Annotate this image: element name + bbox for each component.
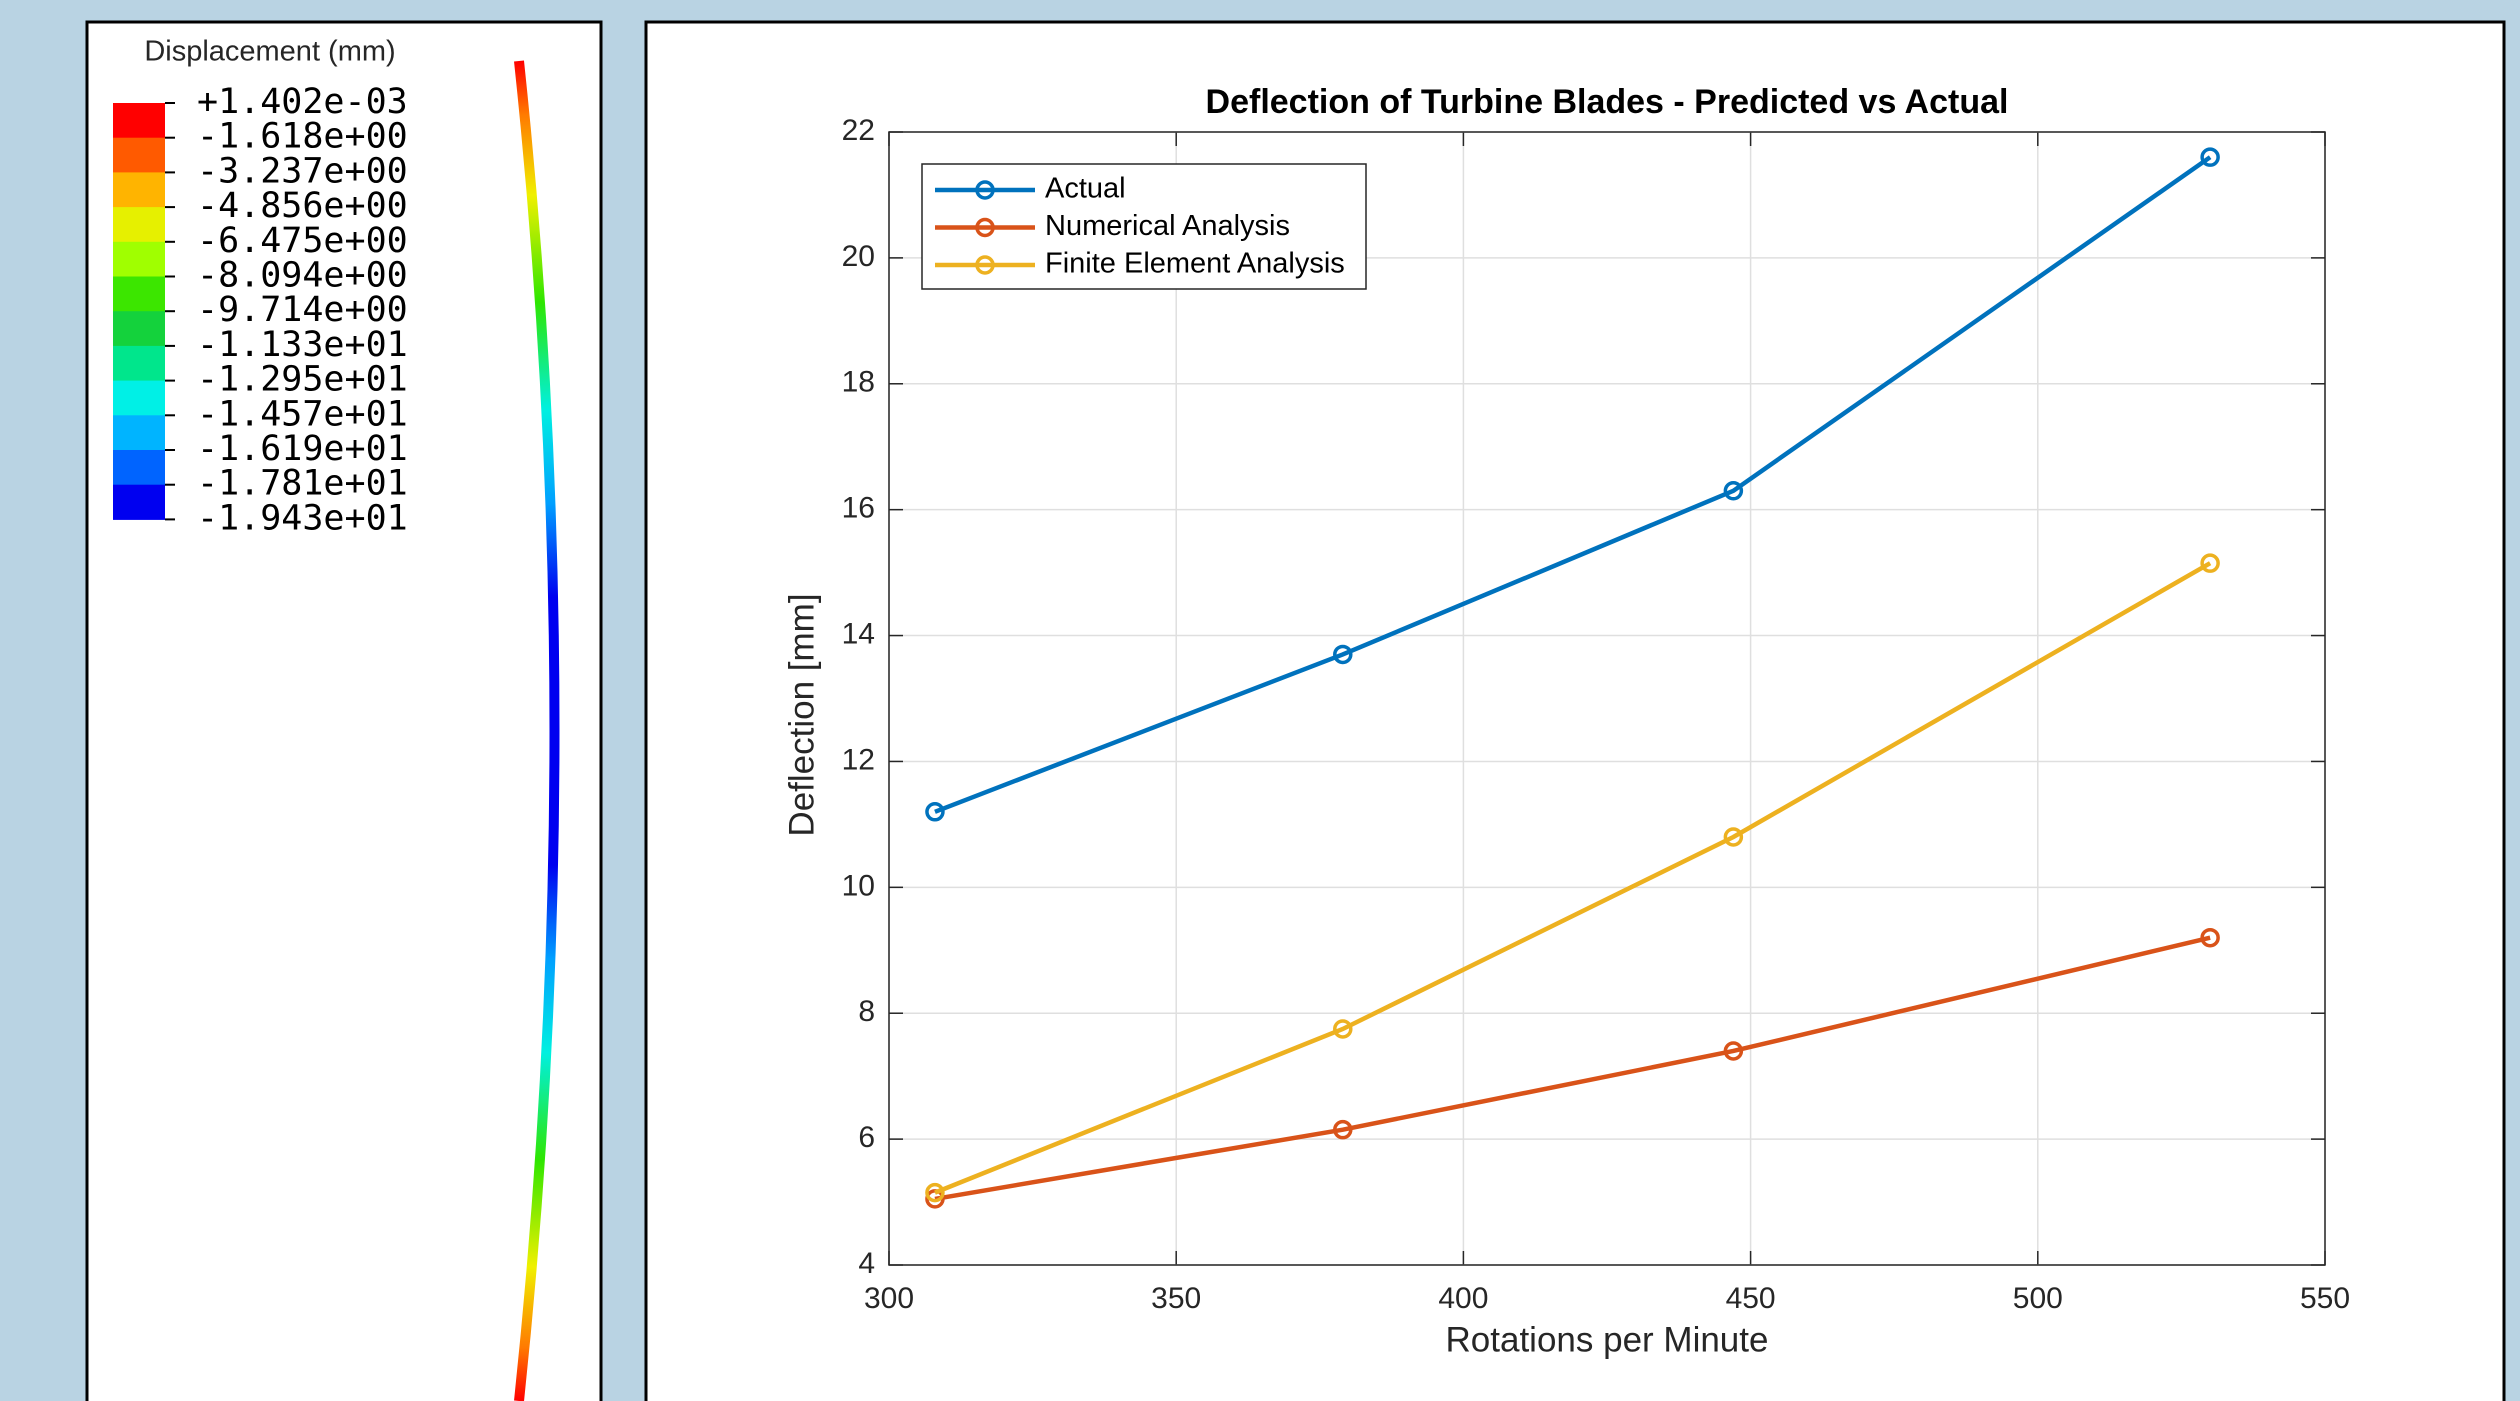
x-tick-label: 550: [2300, 1282, 2350, 1315]
colorbar-swatch: [113, 207, 165, 242]
colorbar-swatch: [113, 103, 165, 138]
colorbar-title: Displacement (mm): [144, 36, 395, 68]
colorbar-swatch: [113, 485, 165, 520]
legend-label: Numerical Analysis: [1045, 210, 1290, 242]
legend-label: Actual: [1045, 173, 1126, 205]
y-axis-label: Deflection [mm]: [782, 593, 821, 836]
colorbar-label: -1.943e+01: [197, 498, 408, 538]
legend-label: Finite Element Analysis: [1045, 248, 1345, 280]
y-tick-label: 4: [858, 1247, 875, 1280]
chart: Deflection of Turbine Blades - Predicted…: [782, 83, 2350, 1359]
y-tick-label: 14: [842, 617, 875, 650]
colorbar-swatch: [113, 415, 165, 450]
y-tick-label: 6: [858, 1121, 875, 1154]
colorbar-swatch: [113, 277, 165, 312]
colorbar-swatch: [113, 381, 165, 416]
y-tick-label: 20: [842, 240, 875, 273]
y-tick-label: 18: [842, 366, 875, 399]
colorbar-swatch: [113, 311, 165, 346]
y-tick-label: 16: [842, 492, 875, 525]
colorbar-swatch: [113, 450, 165, 485]
y-tick-label: 12: [842, 743, 875, 776]
plot-area: [889, 132, 2325, 1265]
chart-title: Deflection of Turbine Blades - Predicted…: [1206, 83, 2009, 121]
page: Displacement (mm) +1.402e-03-1.618e+00-3…: [0, 0, 2520, 1401]
x-tick-label: 500: [2013, 1282, 2063, 1315]
x-tick-label: 400: [1438, 1282, 1488, 1315]
x-tick-label: 350: [1151, 1282, 1201, 1315]
x-tick-label: 300: [864, 1282, 914, 1315]
colorbar-swatch: [113, 346, 165, 381]
y-tick-label: 10: [842, 869, 875, 902]
screen: Displacement (mm) +1.402e-03-1.618e+00-3…: [0, 0, 2520, 1401]
y-tick-label: 22: [842, 114, 875, 147]
colorbar-swatch: [113, 138, 165, 173]
x-axis-label: Rotations per Minute: [1446, 1320, 1769, 1359]
colorbar: +1.402e-03-1.618e+00-3.237e+00-4.856e+00…: [113, 82, 408, 538]
colorbar-swatch: [113, 242, 165, 277]
colorbar-swatch: [113, 172, 165, 207]
y-tick-label: 8: [858, 995, 875, 1028]
x-tick-label: 450: [1726, 1282, 1776, 1315]
